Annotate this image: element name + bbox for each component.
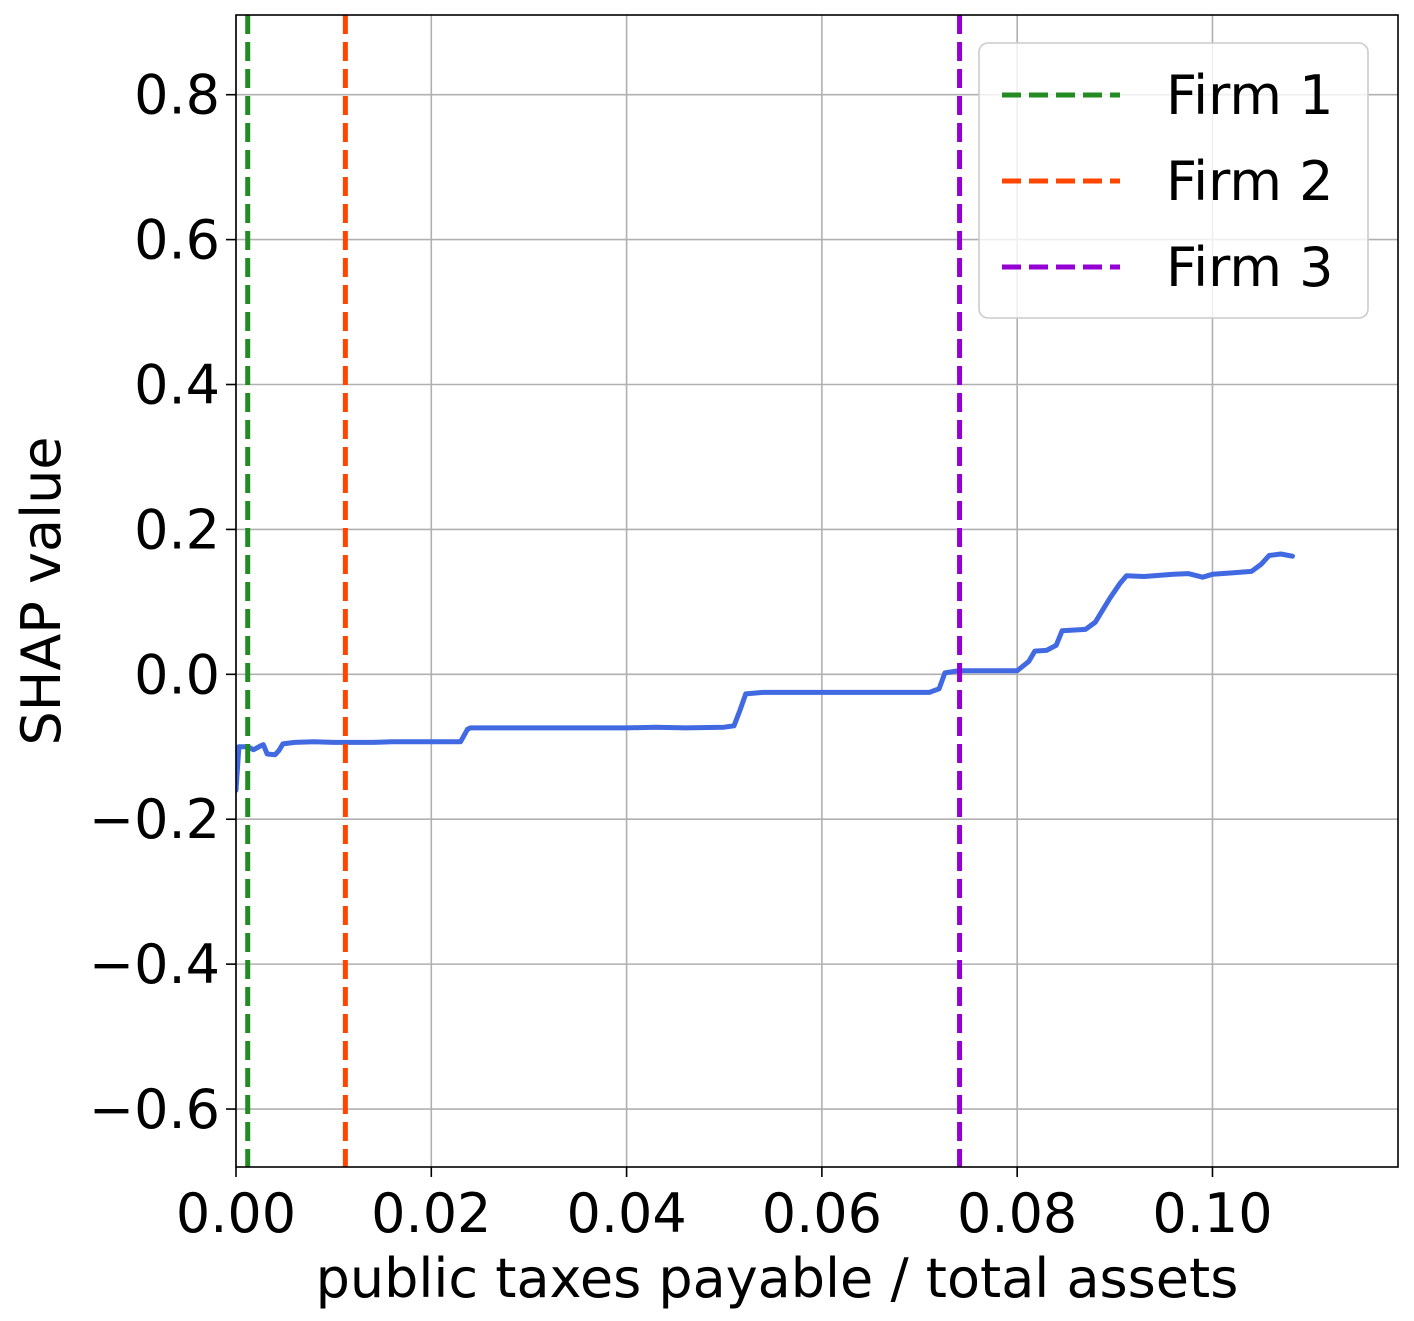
x-tick-label: 0.08 — [957, 1182, 1077, 1245]
y-tick-label: 0.8 — [134, 64, 220, 127]
legend-label: Firm 2 — [1166, 150, 1334, 213]
plot-area — [236, 15, 1295, 1167]
x-tick-label: 0.00 — [176, 1182, 296, 1245]
y-tick-label: 0.4 — [134, 354, 220, 417]
y-tick-label: 0.0 — [134, 643, 220, 706]
legend-box — [978, 42, 1369, 319]
x-axis-label: public taxes payable / total assets — [316, 1247, 1239, 1310]
legend: Firm 1 Firm 2 Firm 3 — [978, 42, 1369, 319]
y-tick-label: 0.6 — [134, 209, 220, 272]
shap-value-line — [236, 551, 1295, 793]
x-tick-label: 0.06 — [762, 1182, 882, 1245]
y-tick-label: 0.2 — [134, 498, 220, 561]
x-tick-label: 0.04 — [566, 1182, 686, 1245]
x-tick-label: 0.10 — [1152, 1182, 1272, 1245]
y-tick-label: −0.4 — [89, 933, 220, 996]
grid — [235, 15, 1398, 1167]
axes-frame — [235, 14, 1399, 1168]
y-axis-label: SHAP value — [10, 436, 73, 745]
legend-label: Firm 3 — [1166, 236, 1334, 299]
legend-label: Firm 1 — [1166, 64, 1334, 127]
x-tick-label: 0.02 — [371, 1182, 491, 1245]
y-tick-label: −0.2 — [89, 788, 220, 851]
axis-ticks: 0.00 0.02 0.04 0.06 0.08 0.10 0.8 0.6 0.4 0.2 0.0 −… — [89, 64, 1273, 1245]
y-tick-label: −0.6 — [89, 1078, 220, 1141]
